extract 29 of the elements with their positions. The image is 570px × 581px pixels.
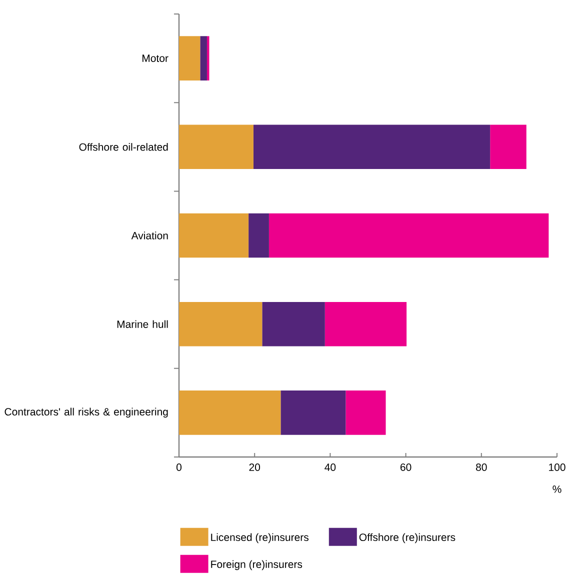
legend-label: Foreign (re)insurers <box>211 560 302 570</box>
bar <box>200 36 207 80</box>
x-tick-label: 0 <box>176 464 182 471</box>
x-tick-label: 40 <box>324 464 336 471</box>
bar <box>262 302 325 346</box>
y-tick-label: Motor <box>142 54 168 62</box>
bar <box>280 390 346 435</box>
x-tick-label: 20 <box>249 464 260 471</box>
bar <box>253 124 490 170</box>
legend-label: Licensed (re)insurers <box>211 533 309 544</box>
bar <box>248 213 269 258</box>
bar <box>346 390 386 435</box>
bar <box>179 302 262 346</box>
y-tick-label: Aviation <box>131 232 168 240</box>
y-tick-label: Offshore oil-related <box>79 143 168 151</box>
x-tick-label: 80 <box>476 464 487 471</box>
y-tick-label: Contractors' all risks & engineering <box>4 408 168 418</box>
bar <box>490 124 526 170</box>
x-tick-label: 100 <box>549 464 566 471</box>
bar <box>179 390 281 435</box>
bar <box>179 124 254 170</box>
bar <box>268 213 549 258</box>
bar <box>179 213 249 258</box>
bar <box>179 36 200 80</box>
x-tick-label: 60 <box>400 464 412 471</box>
legend-label: Offshore (re)insurers <box>359 533 456 544</box>
y-tick-label: Marine hull <box>117 320 168 328</box>
bar <box>324 302 407 346</box>
x-axis-title: % <box>552 486 562 493</box>
